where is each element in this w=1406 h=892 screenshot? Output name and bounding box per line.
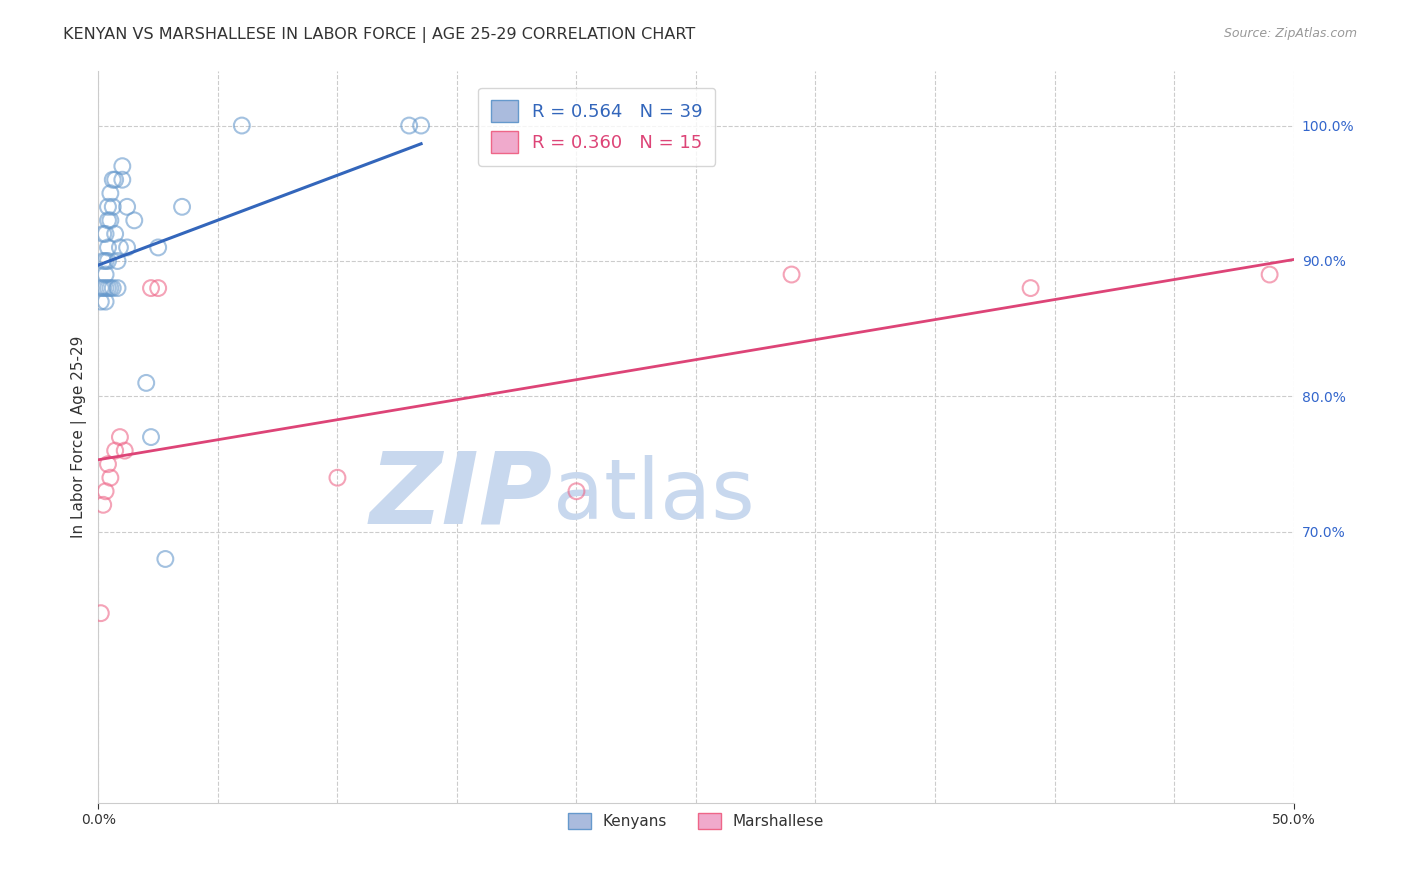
Y-axis label: In Labor Force | Age 25-29: In Labor Force | Age 25-29 bbox=[72, 336, 87, 538]
Legend: Kenyans, Marshallese: Kenyans, Marshallese bbox=[561, 807, 831, 836]
Point bbox=[91, 281, 114, 295]
Point bbox=[98, 186, 122, 201]
Point bbox=[107, 254, 129, 268]
Point bbox=[94, 484, 117, 499]
Point bbox=[101, 172, 124, 186]
Point bbox=[98, 213, 122, 227]
Point bbox=[565, 484, 588, 499]
Point bbox=[94, 294, 117, 309]
Point bbox=[94, 254, 117, 268]
Point bbox=[1258, 268, 1281, 282]
Text: atlas: atlas bbox=[553, 455, 754, 536]
Point bbox=[101, 200, 124, 214]
Point bbox=[108, 240, 131, 254]
Point bbox=[139, 430, 162, 444]
Point bbox=[97, 281, 120, 295]
Point bbox=[155, 552, 177, 566]
Point bbox=[398, 119, 420, 133]
Point bbox=[91, 227, 114, 241]
Point bbox=[90, 281, 112, 295]
Point bbox=[94, 281, 117, 295]
Point bbox=[97, 213, 120, 227]
Point bbox=[98, 471, 122, 485]
Point bbox=[97, 254, 120, 268]
Point bbox=[98, 281, 122, 295]
Point bbox=[115, 240, 138, 254]
Point bbox=[94, 227, 117, 241]
Point bbox=[172, 200, 194, 214]
Text: KENYAN VS MARSHALLESE IN LABOR FORCE | AGE 25-29 CORRELATION CHART: KENYAN VS MARSHALLESE IN LABOR FORCE | A… bbox=[63, 27, 696, 43]
Point bbox=[90, 606, 112, 620]
Point bbox=[411, 119, 433, 133]
Point bbox=[114, 443, 136, 458]
Point bbox=[91, 498, 114, 512]
Point bbox=[90, 294, 112, 309]
Point bbox=[108, 430, 131, 444]
Point bbox=[111, 172, 134, 186]
Point bbox=[97, 457, 120, 471]
Point bbox=[104, 172, 127, 186]
Point bbox=[135, 376, 157, 390]
Point bbox=[91, 254, 114, 268]
Point bbox=[148, 281, 170, 295]
Point bbox=[101, 281, 124, 295]
Text: Source: ZipAtlas.com: Source: ZipAtlas.com bbox=[1223, 27, 1357, 40]
Point bbox=[780, 268, 803, 282]
Point bbox=[97, 240, 120, 254]
Point bbox=[139, 281, 162, 295]
Point bbox=[111, 159, 134, 173]
Point bbox=[104, 443, 127, 458]
Point bbox=[104, 227, 127, 241]
Point bbox=[326, 471, 349, 485]
Text: ZIP: ZIP bbox=[370, 447, 553, 544]
Point bbox=[115, 200, 138, 214]
Point bbox=[107, 281, 129, 295]
Point bbox=[94, 268, 117, 282]
Point bbox=[124, 213, 146, 227]
Point bbox=[148, 240, 170, 254]
Point bbox=[231, 119, 253, 133]
Point bbox=[97, 200, 120, 214]
Point bbox=[1019, 281, 1042, 295]
